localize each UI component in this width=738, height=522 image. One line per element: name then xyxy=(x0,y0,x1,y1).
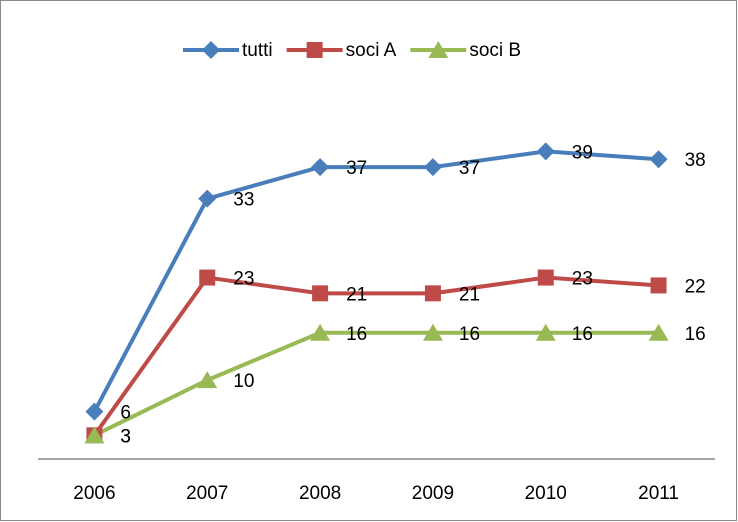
marker xyxy=(648,323,669,341)
x-tick-label: 2009 xyxy=(412,483,454,504)
marker xyxy=(423,158,442,177)
series-line xyxy=(92,275,659,437)
marker xyxy=(311,158,330,177)
data-label: 16 xyxy=(346,324,367,345)
marker xyxy=(650,277,667,294)
data-label: 22 xyxy=(685,276,706,297)
data-label: 3 xyxy=(120,426,131,447)
marker xyxy=(537,269,554,286)
marker xyxy=(198,189,217,208)
data-label: 37 xyxy=(346,158,367,179)
x-tick-label: 2007 xyxy=(186,483,228,504)
x-tick-label: 2011 xyxy=(638,483,679,504)
series-line xyxy=(92,149,659,413)
data-label: 21 xyxy=(459,284,480,305)
data-label: 33 xyxy=(233,190,254,211)
data-label: 16 xyxy=(459,324,480,345)
marker xyxy=(649,150,668,169)
legend-label: soci B xyxy=(469,40,521,61)
data-label: 6 xyxy=(120,403,131,424)
marker xyxy=(197,371,218,389)
marker xyxy=(306,42,323,58)
marker xyxy=(312,285,329,302)
data-label: 16 xyxy=(572,324,593,345)
data-label: 23 xyxy=(233,269,254,290)
marker xyxy=(199,269,216,286)
data-label: 38 xyxy=(685,150,706,171)
x-tick-label: 2006 xyxy=(73,483,115,504)
data-label: 16 xyxy=(685,324,706,345)
marker xyxy=(428,41,449,58)
series-line xyxy=(93,330,659,438)
x-tick-label: 2010 xyxy=(525,483,567,504)
marker xyxy=(536,142,555,161)
x-tick-label: 2008 xyxy=(299,483,341,504)
data-label: 37 xyxy=(459,158,480,179)
data-label: 39 xyxy=(572,142,593,163)
marker xyxy=(85,402,104,421)
marker xyxy=(84,426,105,444)
data-label: 23 xyxy=(572,269,593,290)
data-label: 10 xyxy=(233,371,254,392)
marker xyxy=(535,323,556,341)
data-label: 3 xyxy=(120,426,131,447)
marker xyxy=(310,323,331,341)
data-label: 21 xyxy=(346,284,367,305)
legend-label: soci A xyxy=(346,40,397,61)
legend-label: tutti xyxy=(242,40,273,61)
marker xyxy=(202,41,220,59)
marker xyxy=(422,323,443,341)
marker xyxy=(424,285,441,302)
